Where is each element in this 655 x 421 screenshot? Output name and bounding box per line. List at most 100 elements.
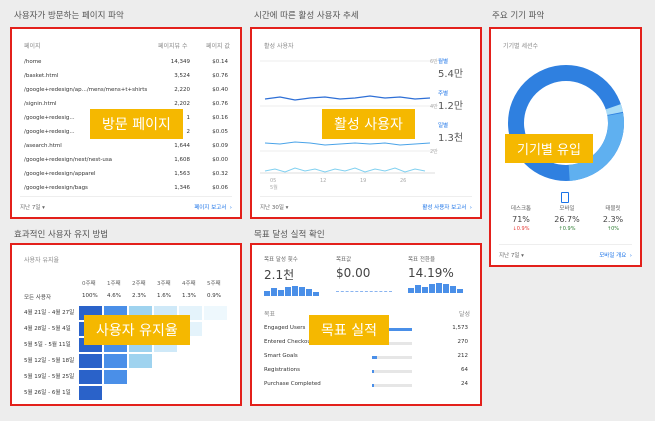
goal-metric: 목표값 $0.00 xyxy=(336,255,394,293)
table-row[interactable]: /basket.html 3,524 $0.76 xyxy=(22,73,230,87)
goal-row[interactable]: Engaged Users 1,573 xyxy=(262,325,470,339)
col-views: 페이지뷰 수 xyxy=(158,43,188,50)
goal-row[interactable]: Registrations 64 xyxy=(262,367,470,381)
spark-bar xyxy=(450,286,456,293)
goal-metric: 목표 달성 횟수 2.1천 xyxy=(264,255,322,296)
page-value: $0.05 xyxy=(212,129,228,135)
goal-bar-fill xyxy=(372,328,412,331)
spark-bar xyxy=(422,287,428,293)
active-users-chart: 6만 4만 2만 05 5월 12 19 26 xyxy=(260,58,438,191)
goal-bar-track xyxy=(372,370,412,373)
goal-value: 64 xyxy=(461,367,468,373)
spark-bar xyxy=(313,292,319,296)
table-row[interactable]: /google+redesig... 2 $0.05 xyxy=(22,129,230,143)
legend-name: 주별 xyxy=(438,91,449,97)
section-title-device: 주요 기기 파악 xyxy=(492,11,545,21)
device-stat: 데스크톱 71% ↓0.9% xyxy=(501,204,541,232)
table-row[interactable]: /google+redesig... 1 $0.16 xyxy=(22,115,230,129)
page-path: /google+redesign/nest/nest-usa xyxy=(24,157,113,163)
legend-name: 일별 xyxy=(438,123,449,129)
table-row[interactable]: /home 14,349 $0.14 xyxy=(22,59,230,73)
table-row[interactable]: /asearch.html 1,644 $0.09 xyxy=(22,143,230,157)
mobile-slice xyxy=(508,65,624,181)
goal-bar-fill xyxy=(372,356,378,359)
active-highlight-label: 활성 사용자 xyxy=(322,109,415,139)
goal-bar-track xyxy=(372,356,412,359)
section-title-retention: 효과적인 사용자 유지 방법 xyxy=(14,230,109,240)
weekly-series xyxy=(264,141,431,146)
daily-series xyxy=(264,167,426,173)
goal-name: Smart Goals xyxy=(264,353,298,359)
goal-row[interactable]: Smart Goals 212 xyxy=(262,353,470,367)
active-range[interactable]: 지난 30일 ▾ xyxy=(260,205,289,211)
page-value: $0.06 xyxy=(212,185,228,191)
mobile-icon xyxy=(561,192,569,203)
legend-item: 월별 5.4만 xyxy=(438,57,478,80)
device-delta: ↑0% xyxy=(606,226,620,232)
goal-sparkbars xyxy=(336,283,394,293)
week-header: 0주째 xyxy=(82,281,96,287)
col-done: 달성 xyxy=(458,311,470,318)
device-pct: 26.7% xyxy=(554,215,580,224)
goal-value: 1,573 xyxy=(452,325,468,331)
goal-sparkbars xyxy=(264,286,322,296)
device-pct: 71% xyxy=(512,215,530,224)
page-views: 2 xyxy=(186,129,191,135)
cohort-label: 4월 21일 - 4월 27일 xyxy=(24,310,75,316)
week-header: 5주째 xyxy=(207,281,221,287)
device-pct: 2.3% xyxy=(602,215,624,224)
page-views: 2,220 xyxy=(174,87,190,93)
cohort-label: 5월 19일 - 5월 25일 xyxy=(24,374,75,380)
page-path: /google+redesign/bags xyxy=(24,185,88,191)
goal-metric-value: 2.1천 xyxy=(264,268,295,282)
pages-range[interactable]: 지난 7일 ▾ xyxy=(20,205,45,211)
pages-report-link[interactable]: 페이지 보고서 › xyxy=(194,205,232,211)
goal-row[interactable]: Purchase Completed 24 xyxy=(262,381,470,395)
legend-item: 주별 1.2만 xyxy=(438,89,478,112)
page-path: /google+redesig... xyxy=(24,115,75,121)
goal-value: 270 xyxy=(457,339,469,345)
cohort-label: 5월 12일 - 5월 18일 xyxy=(24,358,75,364)
table-row[interactable]: /google+redesign/ap.../mens/mens+t+shirt… xyxy=(22,87,230,101)
goal-value: 212 xyxy=(457,353,469,359)
legend-value: 1.2만 xyxy=(438,101,464,112)
all-users-value: 0.9% xyxy=(207,293,221,299)
page-value: $0.32 xyxy=(212,171,228,177)
retention-cell xyxy=(128,353,153,369)
table-row[interactable]: /google+redesign/nest/nest-usa 1,608 $0.00 xyxy=(22,157,230,171)
cohort-label: 4월 28일 - 5월 4일 xyxy=(24,326,71,332)
legend-value: 1.3천 xyxy=(438,133,464,144)
retention-card: 사용자 유지율 0주째 1주째 2주째 3주째 4주째 5주째 모든 사용자 100% 4.… xyxy=(10,243,242,406)
spark-bar xyxy=(306,289,312,296)
all-users-value: 1.3% xyxy=(182,293,196,299)
page-path: /signin.html xyxy=(24,101,57,107)
table-row[interactable]: /google+redesign/bags 1,346 $0.06 xyxy=(22,185,230,199)
cohort-label: 5월 26일 - 6월 1일 xyxy=(24,390,71,396)
goal-metric-value: $0.00 xyxy=(336,266,371,280)
retention-cell xyxy=(103,369,128,385)
page-views: 1 xyxy=(186,115,191,121)
table-row[interactable]: /google+redesign/apparel 1,563 $0.32 xyxy=(22,171,230,185)
page-views: 2,202 xyxy=(174,101,190,107)
device-delta: ↓0.9% xyxy=(512,226,530,232)
page-path: /google+redesig... xyxy=(24,129,75,135)
device-chart-title: 기기별 세션수 xyxy=(503,43,539,50)
device-stat: 태블릿 2.3% ↑0% xyxy=(593,204,633,232)
device-range[interactable]: 지난 7일 ▾ xyxy=(499,253,524,259)
goal-bar-fill xyxy=(372,370,374,373)
goal-metric-name: 목표값 xyxy=(336,257,352,263)
goal-metric-name: 목표 전환율 xyxy=(408,257,436,263)
x-tick: 12 xyxy=(320,178,326,184)
active-report-link[interactable]: 활성 사용자 보고서 › xyxy=(422,205,472,211)
active-footer: 지난 30일 ▾ 활성 사용자 보고서 › xyxy=(260,196,472,211)
retention-highlight-label: 사용자 유지율 xyxy=(84,315,190,345)
y-tick: 2만 xyxy=(430,148,438,155)
device-report-link[interactable]: 모바일 개요 › xyxy=(599,253,632,259)
spark-bar xyxy=(443,284,449,293)
spark-bar xyxy=(278,290,284,296)
x-tick: 26 xyxy=(400,178,406,184)
spark-bar xyxy=(408,288,414,293)
device-footer: 지난 7일 ▾ 모바일 개요 › xyxy=(499,244,632,259)
retention-chart-title: 사용자 유지율 xyxy=(24,257,60,264)
table-row[interactable]: /signin.html 2,202 $0.76 xyxy=(22,101,230,115)
